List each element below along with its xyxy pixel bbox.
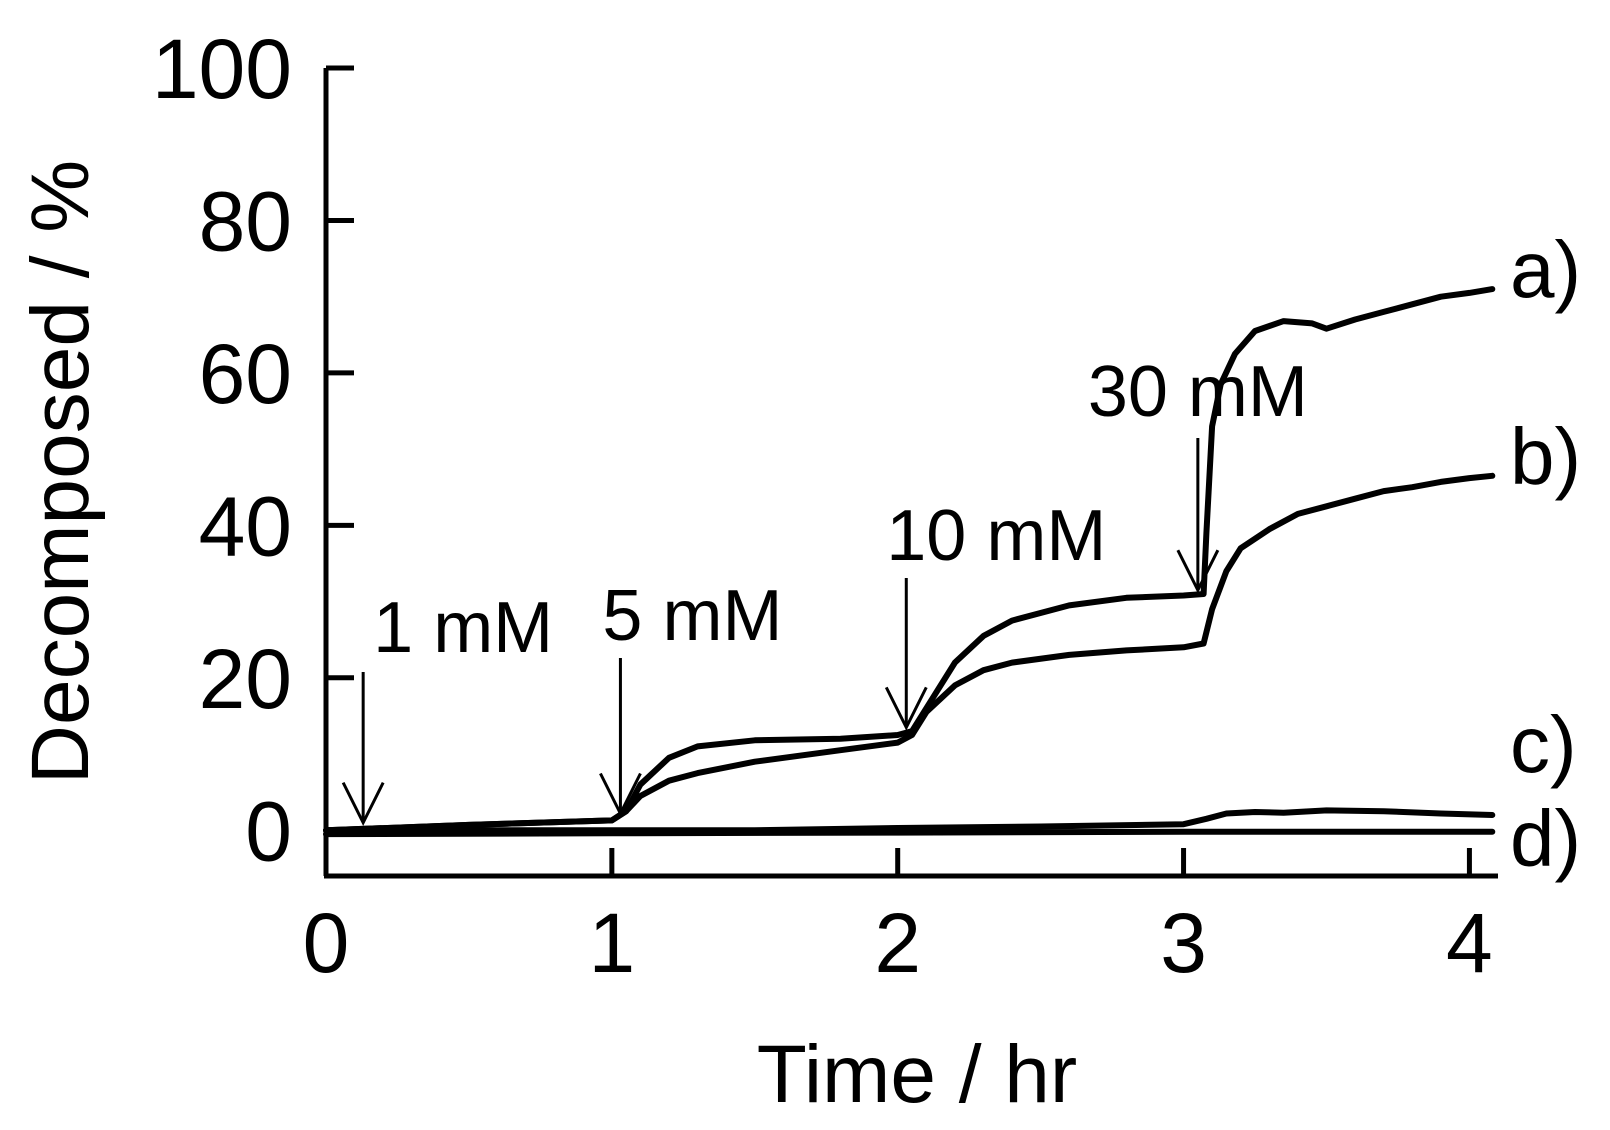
series-line-1 (323, 286, 1496, 834)
x-tick-label: 4 (1446, 896, 1493, 990)
annotation-arrow-head (599, 772, 642, 817)
x-axis-title: Time / hr (757, 1029, 1077, 1120)
x-tick-label: 3 (1160, 896, 1207, 990)
y-tick-label: 80 (199, 174, 292, 268)
x-tick-label: 1 (588, 896, 635, 990)
series-label-2: b) (1510, 412, 1581, 501)
series-line-3 (323, 807, 1496, 834)
y-tick-label: 60 (199, 327, 292, 421)
x-tick-label: 0 (303, 896, 350, 990)
y-tick-label: 40 (199, 479, 292, 573)
series-line-2 (323, 472, 1496, 834)
y-axis-title: Decomposed / % (15, 160, 106, 784)
annotation-label: 30 mM (1088, 352, 1308, 432)
series-label-1: a) (1510, 225, 1581, 314)
series-label-3: c) (1510, 700, 1577, 789)
annotation-arrow-head (884, 686, 928, 731)
annotation-arrow-head (1176, 549, 1220, 594)
plot-area: 0 20 40 60 80 100 0 1 2 3 4 Time / hr Decomposed / %… (15, 22, 1581, 1120)
x-tick-label: 2 (874, 896, 921, 990)
y-tick-label: 20 (199, 632, 292, 726)
annotation-label: 10 mM (886, 496, 1106, 576)
series-line-4 (323, 828, 1496, 838)
annotation-label: 1 mM (373, 588, 553, 668)
annotation-arrow-head (341, 781, 385, 826)
y-tick-label: 100 (152, 22, 292, 116)
series-label-4: d) (1510, 794, 1581, 883)
annotation-label: 5 mM (602, 576, 782, 656)
y-tick-label: 0 (245, 784, 292, 878)
